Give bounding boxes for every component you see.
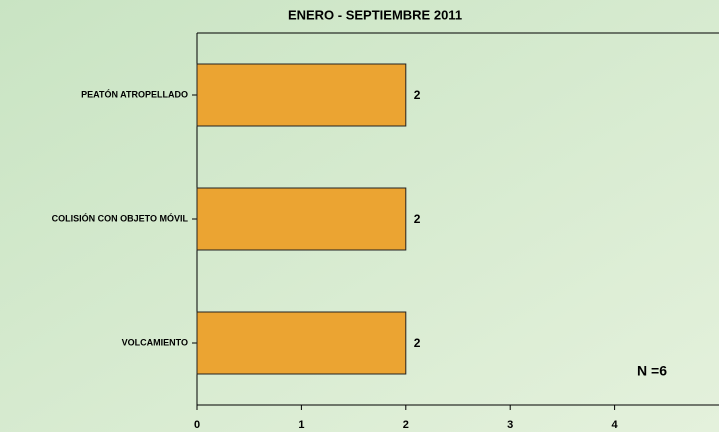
y-tick-label: COLISIÓN CON OBJETO MÓVIL <box>52 212 189 223</box>
chart-title: ENERO - SEPTIEMBRE 2011 <box>288 7 462 22</box>
x-tick-label: 0 <box>194 419 200 431</box>
x-tick-label: 1 <box>298 419 304 431</box>
data-label: 2 <box>414 212 421 226</box>
y-tick-label: PEATÓN ATROPELLADO <box>81 88 188 99</box>
bar <box>196 63 407 127</box>
y-tick-label: VOLCAMIENTO <box>122 337 188 347</box>
data-label: 2 <box>414 88 421 102</box>
annotation: N =6 <box>637 363 667 379</box>
data-label: 2 <box>414 336 421 350</box>
x-tick-label: 3 <box>507 419 513 431</box>
bar <box>196 311 407 375</box>
x-tick-label: 2 <box>403 419 409 431</box>
x-tick-label: 4 <box>612 419 619 431</box>
bar <box>196 187 407 251</box>
